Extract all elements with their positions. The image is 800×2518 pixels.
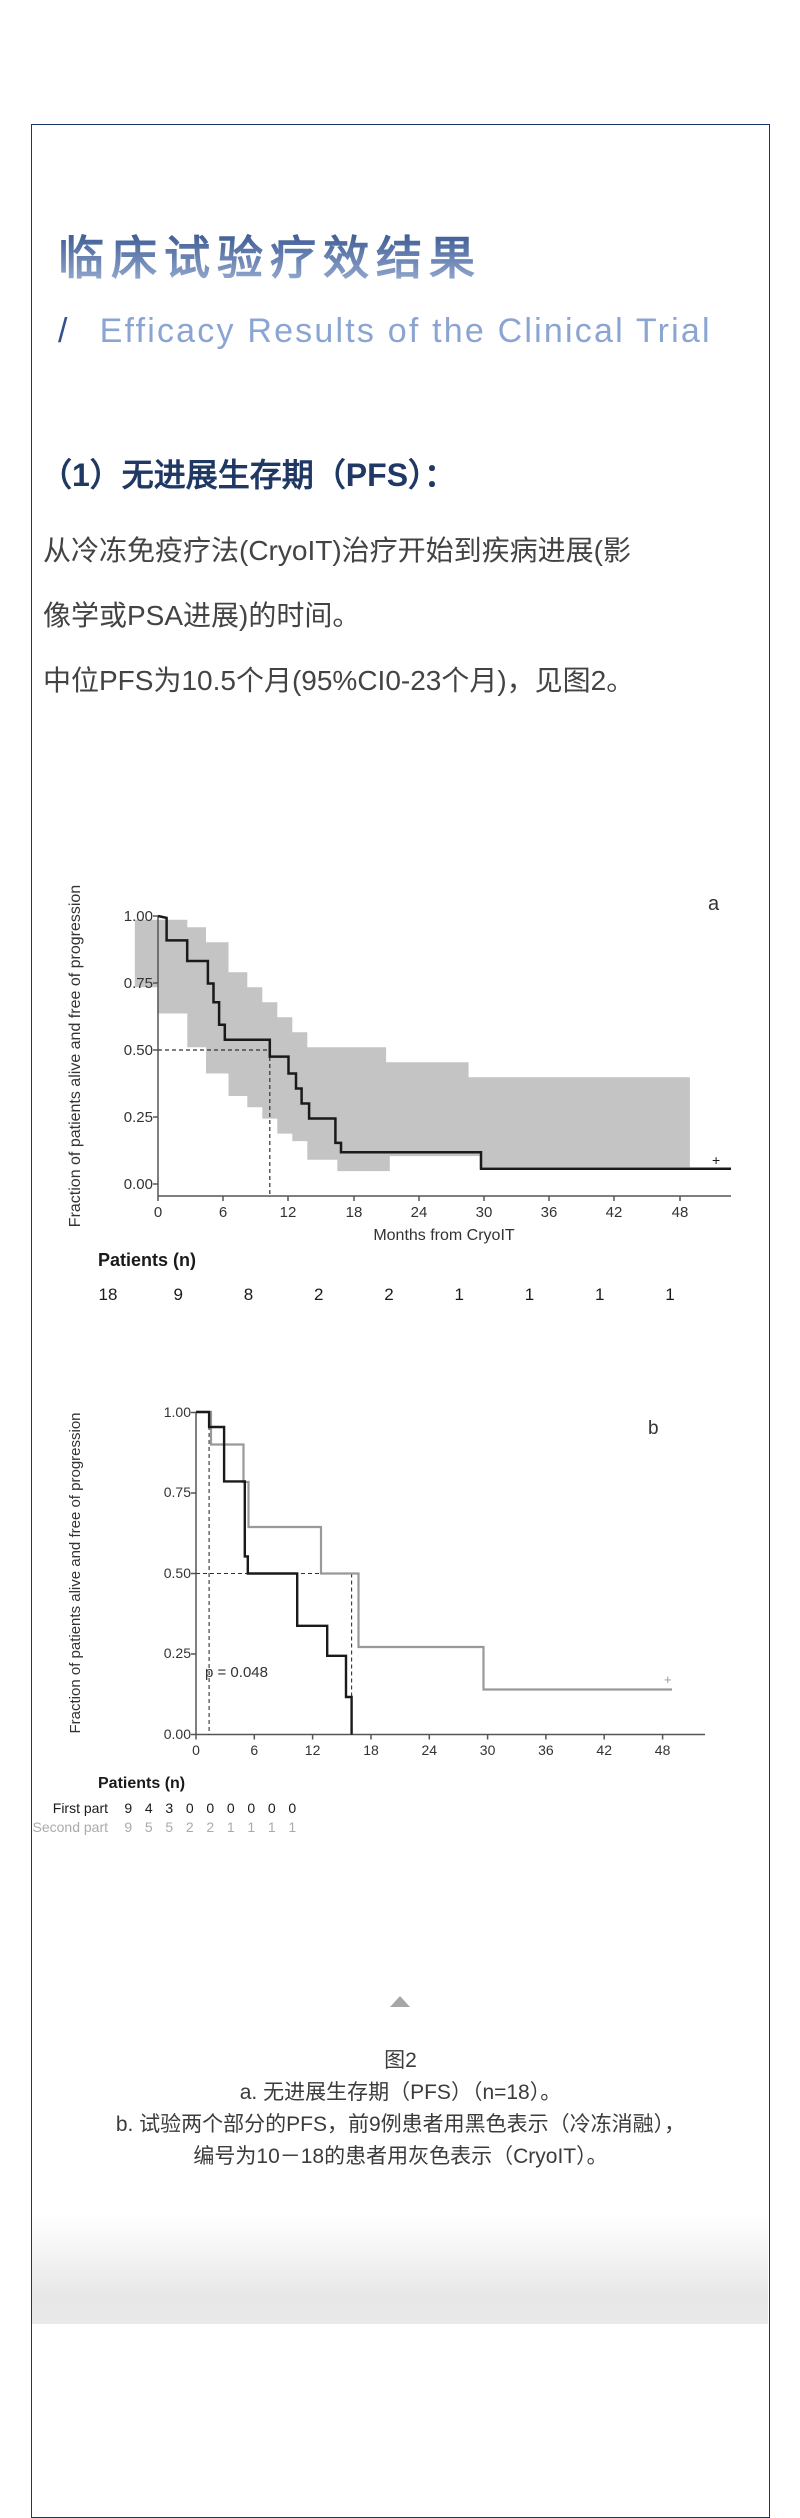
svg-text:0.25: 0.25 — [124, 1109, 153, 1126]
svg-text:0.75: 0.75 — [164, 1484, 191, 1500]
svg-text:0.25: 0.25 — [164, 1645, 191, 1661]
svg-text:Months from CryoIT: Months from CryoIT — [373, 1227, 515, 1244]
svg-text:24: 24 — [422, 1742, 438, 1758]
svg-text:Months from CryoIT: Months from CryoIT — [392, 1759, 525, 1760]
svg-text:30: 30 — [480, 1742, 496, 1758]
svg-text:30: 30 — [476, 1204, 493, 1221]
svg-text:1.00: 1.00 — [164, 1404, 191, 1420]
svg-text:36: 36 — [541, 1204, 558, 1221]
svg-text:0: 0 — [154, 1204, 162, 1221]
svg-text:0: 0 — [192, 1742, 200, 1758]
svg-text:12: 12 — [305, 1742, 321, 1758]
svg-text:0.00: 0.00 — [164, 1726, 191, 1742]
svg-text:6: 6 — [219, 1204, 227, 1221]
svg-text:36: 36 — [538, 1742, 554, 1758]
svg-text:0.50: 0.50 — [124, 1042, 153, 1059]
svg-text:42: 42 — [606, 1204, 623, 1221]
svg-text:0.00: 0.00 — [124, 1176, 153, 1193]
svg-text:1.00: 1.00 — [124, 908, 153, 925]
svg-text:0.75: 0.75 — [124, 975, 153, 992]
svg-text:Fraction of patients alive and: Fraction of patients alive and free of p… — [67, 1412, 84, 1733]
svg-text:24: 24 — [411, 1204, 428, 1221]
svg-text:48: 48 — [655, 1742, 671, 1758]
svg-text:6: 6 — [250, 1742, 258, 1758]
svg-text:42: 42 — [596, 1742, 612, 1758]
svg-text:a: a — [708, 893, 720, 915]
svg-text:+: + — [664, 1672, 672, 1687]
svg-text:18: 18 — [346, 1204, 363, 1221]
svg-text:p = 0.048: p = 0.048 — [205, 1664, 268, 1681]
svg-text:0.50: 0.50 — [164, 1565, 191, 1581]
svg-text:18: 18 — [363, 1742, 379, 1758]
svg-text:12: 12 — [280, 1204, 297, 1221]
svg-text:b: b — [648, 1418, 659, 1439]
svg-text:+: + — [712, 1152, 720, 1168]
svg-text:48: 48 — [672, 1204, 689, 1221]
svg-text:Fraction of patients alive and: Fraction of patients alive and free of p… — [67, 885, 84, 1227]
